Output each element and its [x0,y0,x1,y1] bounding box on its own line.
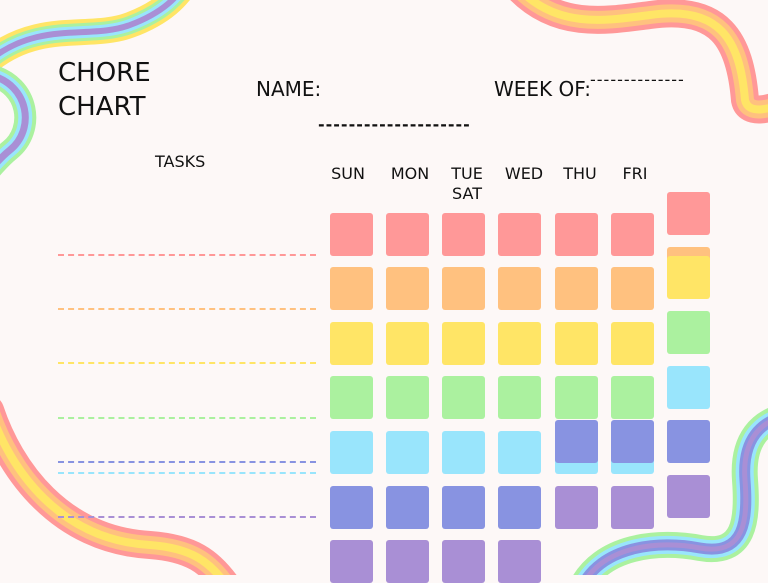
chore-checkbox[interactable] [330,540,373,583]
chore-checkbox[interactable] [330,213,373,256]
chore-checkbox[interactable] [498,267,541,310]
chore-checkbox[interactable] [386,540,429,583]
day-header-mon: MON [390,164,430,183]
chore-checkbox[interactable] [330,486,373,529]
chore-checkbox[interactable] [442,213,485,256]
chore-checkbox[interactable] [386,322,429,365]
chore-checkbox[interactable] [667,311,710,354]
task-line [58,516,316,518]
chore-checkbox[interactable] [442,376,485,419]
week-of-label: WEEK OF: [494,77,591,101]
chore-checkbox[interactable] [386,213,429,256]
chore-checkbox[interactable] [667,366,710,409]
chore-checkbox[interactable] [498,486,541,529]
day-header-fri: FRI [622,164,648,183]
chore-checkbox[interactable] [498,213,541,256]
chore-checkbox[interactable] [442,431,485,474]
chore-checkbox[interactable] [667,475,710,518]
chore-checkbox[interactable] [555,322,598,365]
chore-checkbox[interactable] [386,486,429,529]
task-line [58,308,316,310]
chore-checkbox[interactable] [667,420,710,463]
name-blank-line: -------------------- [318,115,471,134]
chore-checkbox[interactable] [498,431,541,474]
chore-checkbox[interactable] [555,420,598,463]
chore-checkbox[interactable] [330,322,373,365]
day-header-tue-sat: TUE SAT [451,164,483,203]
task-line [58,472,316,474]
chore-checkbox[interactable] [555,486,598,529]
week-of-blank-line: -------------- [590,70,685,89]
chore-checkbox[interactable] [498,322,541,365]
task-line [58,461,316,463]
day-header-sun: SUN [331,164,365,183]
chore-checkbox[interactable] [611,213,654,256]
name-label: NAME: [256,77,322,101]
chore-checkbox[interactable] [555,376,598,419]
chore-checkbox[interactable] [498,540,541,583]
chore-checkbox[interactable] [498,376,541,419]
chore-checkbox[interactable] [442,322,485,365]
chore-checkbox[interactable] [442,267,485,310]
tasks-header: TASKS [155,152,206,171]
chore-checkbox[interactable] [330,267,373,310]
chore-checkbox[interactable] [330,376,373,419]
task-line [58,417,316,419]
chore-checkbox[interactable] [555,213,598,256]
chore-checkbox[interactable] [611,267,654,310]
day-header-thu: THU [563,164,597,183]
chore-checkbox[interactable] [611,322,654,365]
chore-checkbox[interactable] [330,431,373,474]
chore-checkbox[interactable] [611,376,654,419]
chore-checkbox[interactable] [386,431,429,474]
task-line [58,254,316,256]
chore-checkbox[interactable] [386,376,429,419]
chore-checkbox[interactable] [667,256,710,299]
chore-checkbox[interactable] [442,540,485,583]
chore-checkbox[interactable] [442,486,485,529]
chore-checkbox[interactable] [386,267,429,310]
chore-checkbox[interactable] [667,192,710,235]
task-line [58,362,316,364]
chore-checkbox[interactable] [555,267,598,310]
chore-checkbox[interactable] [611,486,654,529]
chore-checkbox[interactable] [611,420,654,463]
page-title: CHORE CHART [58,58,151,122]
day-header-wed: WED [504,164,544,183]
